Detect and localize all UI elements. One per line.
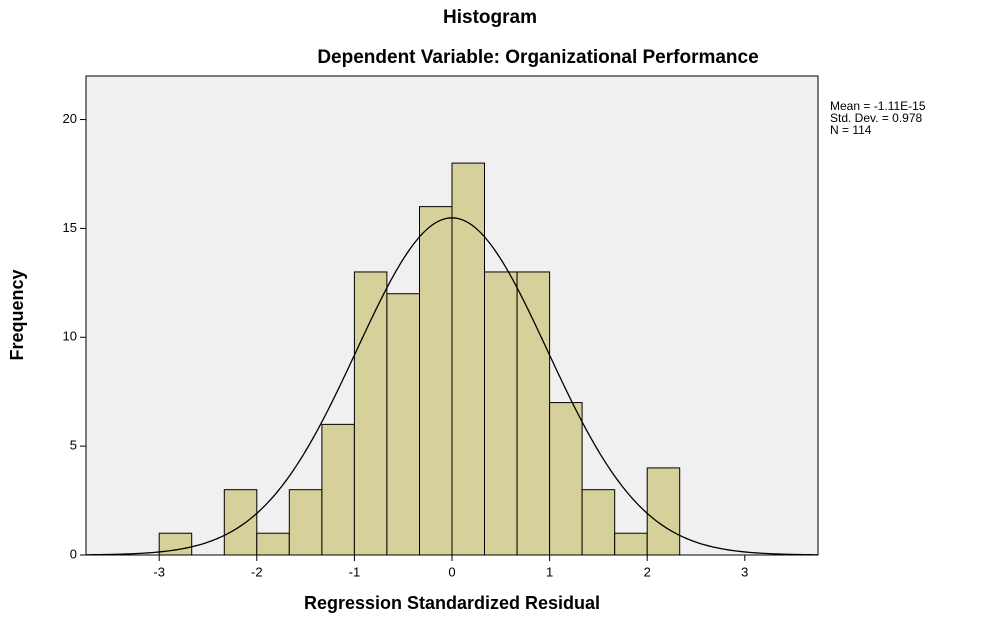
bar [353, 271, 388, 556]
x-axis-title: Regression Standardized Residual [304, 593, 600, 613]
bar [321, 423, 355, 556]
x-tick-label: 3 [741, 564, 748, 579]
stat-label: Std. Dev. = 0.978 [830, 111, 922, 125]
bar [581, 489, 616, 556]
stat-label: N = 114 [830, 123, 872, 137]
bar [256, 532, 290, 556]
bar [646, 467, 681, 556]
x-tick-label: 2 [644, 564, 651, 579]
bar [484, 271, 518, 556]
x-tick-label: 0 [448, 564, 455, 579]
bar [418, 206, 453, 556]
y-tick-label: 20 [63, 111, 77, 126]
bar [451, 162, 486, 556]
chart-subtitle: Dependent Variable: Organizational Perfo… [317, 47, 758, 68]
x-tick-label: 1 [546, 564, 553, 579]
bar [223, 489, 258, 556]
y-tick-label: 0 [70, 546, 77, 561]
x-tick-label: -2 [251, 564, 263, 579]
bar [386, 293, 420, 556]
x-tick-label: -3 [153, 564, 165, 579]
y-tick-label: 5 [70, 438, 77, 453]
bar [288, 489, 323, 556]
y-tick-label: 10 [63, 329, 77, 344]
chart-title: Histogram [443, 7, 537, 28]
y-tick-label: 15 [63, 220, 77, 235]
y-axis-title: Frequency [7, 269, 27, 360]
plot-frame [85, 75, 819, 556]
stat-label: Mean = -1.11E-15 [830, 99, 926, 113]
normal-curve [85, 217, 819, 556]
x-tick-label: -1 [349, 564, 361, 579]
bar [614, 532, 648, 556]
bar [516, 271, 551, 556]
bar [549, 402, 583, 556]
